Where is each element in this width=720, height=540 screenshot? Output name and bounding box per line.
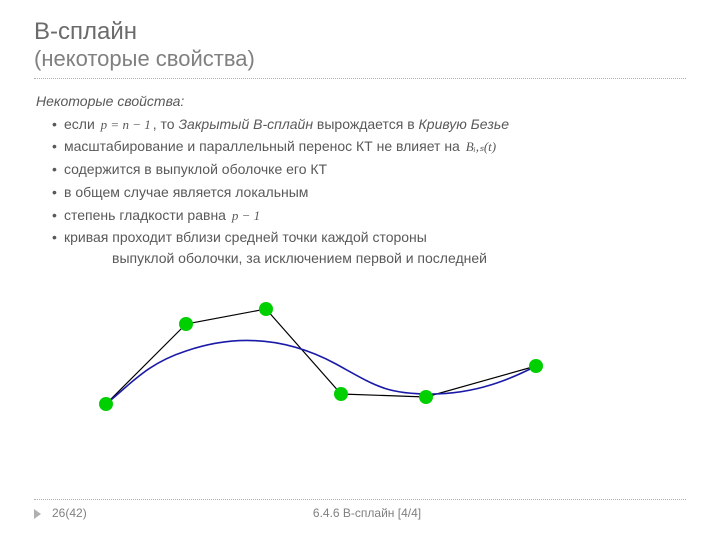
bullet-3: содержится в выпуклой оболочке его КТ xyxy=(52,159,686,180)
intro-text: Некоторые свойства: xyxy=(36,91,686,112)
b5-formula: p − 1 xyxy=(230,208,262,223)
bullet-1: если p = n − 1, то Закрытый B-сплайн выр… xyxy=(52,114,686,135)
title-block: B-сплайн (некоторые свойства) xyxy=(34,18,686,72)
footer: 26(42) 6.4.6 B-сплайн [4/4] xyxy=(34,506,700,528)
b5-text: степень гладкости равна xyxy=(64,207,230,223)
bullet-2: масштабирование и параллельный перенос К… xyxy=(52,136,686,157)
section-ref: 6.4.6 B-сплайн [4/4] xyxy=(34,506,700,520)
bullet-6-cont: выпуклой оболочки, за исключением первой… xyxy=(112,248,686,269)
bullet-4: в общем случае является локальным xyxy=(52,182,686,203)
top-divider xyxy=(34,78,686,79)
b1-mid: , то xyxy=(153,116,179,132)
b6-line1: кривая проходит вблизи средней точки каж… xyxy=(64,229,427,245)
b1-pre: если xyxy=(64,116,99,132)
title-line1: B-сплайн xyxy=(34,18,686,46)
slide: B-сплайн (некоторые свойства) Некоторые … xyxy=(0,0,720,540)
bullet-6: кривая проходит вблизи средней точки каж… xyxy=(52,227,686,248)
bullet-5: степень гладкости равна p − 1 xyxy=(52,205,686,226)
b1-mid2: вырождается в xyxy=(313,116,419,132)
title-line2: (некоторые свойства) xyxy=(34,46,686,72)
content: Некоторые свойства: если p = n − 1, то З… xyxy=(34,91,686,434)
bullet-list: если p = n − 1, то Закрытый B-сплайн выр… xyxy=(52,114,686,269)
b1-formula: p = n − 1 xyxy=(99,117,153,132)
b2-text: масштабирование и параллельный перенос К… xyxy=(64,138,464,154)
b2-formula: Bᵢ,ₛ(t) xyxy=(464,139,498,154)
b1-em1: Закрытый B-сплайн xyxy=(178,116,313,132)
spline-diagram xyxy=(36,279,686,435)
footer-divider xyxy=(34,499,686,500)
b1-em2: Кривую Безье xyxy=(419,116,509,132)
spline-svg xyxy=(36,279,596,429)
